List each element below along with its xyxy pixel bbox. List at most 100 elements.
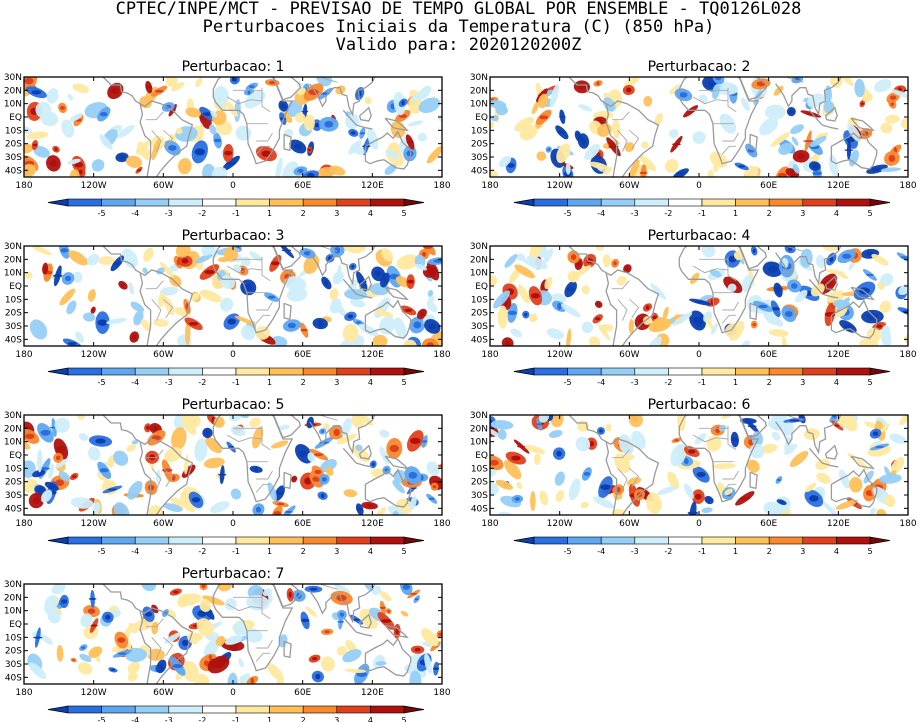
coastlines <box>568 415 878 515</box>
colorbar-swatch <box>836 198 871 207</box>
colorbar-swatch <box>567 367 602 376</box>
lat-label: 20S <box>5 309 22 319</box>
colorbar-label: 5 <box>401 209 406 218</box>
lon-label: 120W <box>547 350 573 360</box>
colorbar-swatch <box>533 198 568 207</box>
colorbar-label: -5 <box>98 209 106 218</box>
colorbar-swatch <box>600 536 636 545</box>
colorbar-swatch <box>302 367 338 376</box>
colorbar: -5 -4 -3 -2 -1 1 2 3 4 5 <box>47 536 425 556</box>
colorbar-swatch <box>202 536 237 545</box>
lon-label: 120E <box>361 350 384 360</box>
coastlines <box>568 77 878 177</box>
colorbar-swatch <box>701 367 736 376</box>
lat-label: 10N <box>4 607 22 617</box>
colorbar-label: 3 <box>334 378 339 387</box>
colorbar-swatch <box>202 198 237 207</box>
lat-label: 10S <box>5 464 22 474</box>
lat-label: EQ <box>475 282 488 292</box>
colorbar-label: 3 <box>800 209 805 218</box>
colorbar-swatch <box>735 198 770 207</box>
lon-label: 0 <box>696 519 702 529</box>
lat-label: 40S <box>5 335 22 345</box>
lon-label: 0 <box>696 181 702 191</box>
lon-label: 60W <box>619 181 639 191</box>
colorbar-label: -2 <box>664 378 672 387</box>
colorbar-swatch <box>269 705 304 714</box>
colorbar-label: -1 <box>698 378 706 387</box>
colorbar-label: 2 <box>301 716 306 722</box>
colorbar-label: -1 <box>698 547 706 556</box>
lon-label: 180 <box>15 350 32 360</box>
lon-label: 60E <box>294 688 311 698</box>
lat-label: 30N <box>4 580 22 590</box>
colorbar-label: 5 <box>401 716 406 722</box>
colorbar-swatch <box>168 536 203 545</box>
colorbar-swatch <box>101 536 136 545</box>
colorbar-label: -4 <box>597 209 605 218</box>
coastlines <box>102 77 412 177</box>
colorbar-swatch <box>768 198 804 207</box>
colorbar-swatch <box>336 705 371 714</box>
lon-label: 180 <box>15 181 32 191</box>
lat-label: EQ <box>9 451 22 461</box>
colorbar-swatch <box>802 536 837 545</box>
lat-label: 20N <box>470 86 488 96</box>
panel-7: Perturbacao: 7 30N 20N 10N EQ 10S 20S 30S 40S 180… <box>4 566 451 722</box>
lon-label: 60W <box>153 181 173 191</box>
colorbar-swatch <box>202 367 237 376</box>
colorbar-label: -1 <box>232 209 240 218</box>
colorbar-swatch <box>336 367 371 376</box>
colorbar-swatch <box>567 536 602 545</box>
lat-label: 20S <box>5 647 22 657</box>
colorbar-swatch <box>235 536 270 545</box>
lon-label: 60E <box>294 350 311 360</box>
lat-label: 20S <box>471 140 488 150</box>
lat-label: 30N <box>4 411 22 421</box>
colorbar-swatch <box>134 536 170 545</box>
colorbar-label: 1 <box>733 209 738 218</box>
lat-label: 10N <box>4 438 22 448</box>
colorbar-swatch <box>101 198 136 207</box>
panel-title: Perturbacao: 3 <box>182 228 285 244</box>
lat-label: 30N <box>470 242 488 252</box>
lon-label: 120E <box>361 519 384 529</box>
colorbar-label: 4 <box>368 378 373 387</box>
colorbar-swatch <box>67 198 102 207</box>
colorbar-label: 2 <box>301 209 306 218</box>
lon-label: 0 <box>230 350 236 360</box>
lon-label: 120W <box>547 519 573 529</box>
colorbar-label: -2 <box>664 209 672 218</box>
lon-label: 0 <box>230 519 236 529</box>
colorbar-label: -4 <box>597 378 605 387</box>
lon-label: 180 <box>15 688 32 698</box>
panel-1: Perturbacao: 1 30N 20N 10N EQ 10S 20S 30S 40S 180… <box>4 59 451 218</box>
panel-title: Perturbacao: 1 <box>182 59 285 75</box>
colorbar-label: 1 <box>267 378 272 387</box>
lat-label: 20S <box>5 140 22 150</box>
panel-5: Perturbacao: 5 30N 20N 10N EQ 10S 20S 30S 40S 180… <box>4 397 451 556</box>
lat-label: 10N <box>470 438 488 448</box>
lat-label: 30N <box>470 73 488 83</box>
colorbar-label: 2 <box>301 547 306 556</box>
colorbar: -5 -4 -3 -2 -1 1 2 3 4 5 <box>47 198 425 218</box>
colorbar-label: -3 <box>631 209 639 218</box>
colorbar-label: 4 <box>368 209 373 218</box>
colorbar-label: -4 <box>131 547 139 556</box>
lon-label: 0 <box>230 688 236 698</box>
colorbar-label: -1 <box>698 209 706 218</box>
colorbar-swatch <box>735 367 770 376</box>
lat-label: 40S <box>5 673 22 683</box>
lon-label: 180 <box>481 181 498 191</box>
colorbar-swatch <box>302 198 338 207</box>
lat-label: 10S <box>5 295 22 305</box>
lon-label: 120E <box>827 519 850 529</box>
lat-label: 20N <box>470 424 488 434</box>
colorbar-label: -1 <box>232 716 240 722</box>
perturbation-field <box>24 77 442 177</box>
colorbar-label: 1 <box>267 547 272 556</box>
lat-label: 30N <box>470 411 488 421</box>
colorbar-swatch <box>533 536 568 545</box>
colorbar-swatch <box>269 536 304 545</box>
colorbar-swatch <box>768 536 804 545</box>
